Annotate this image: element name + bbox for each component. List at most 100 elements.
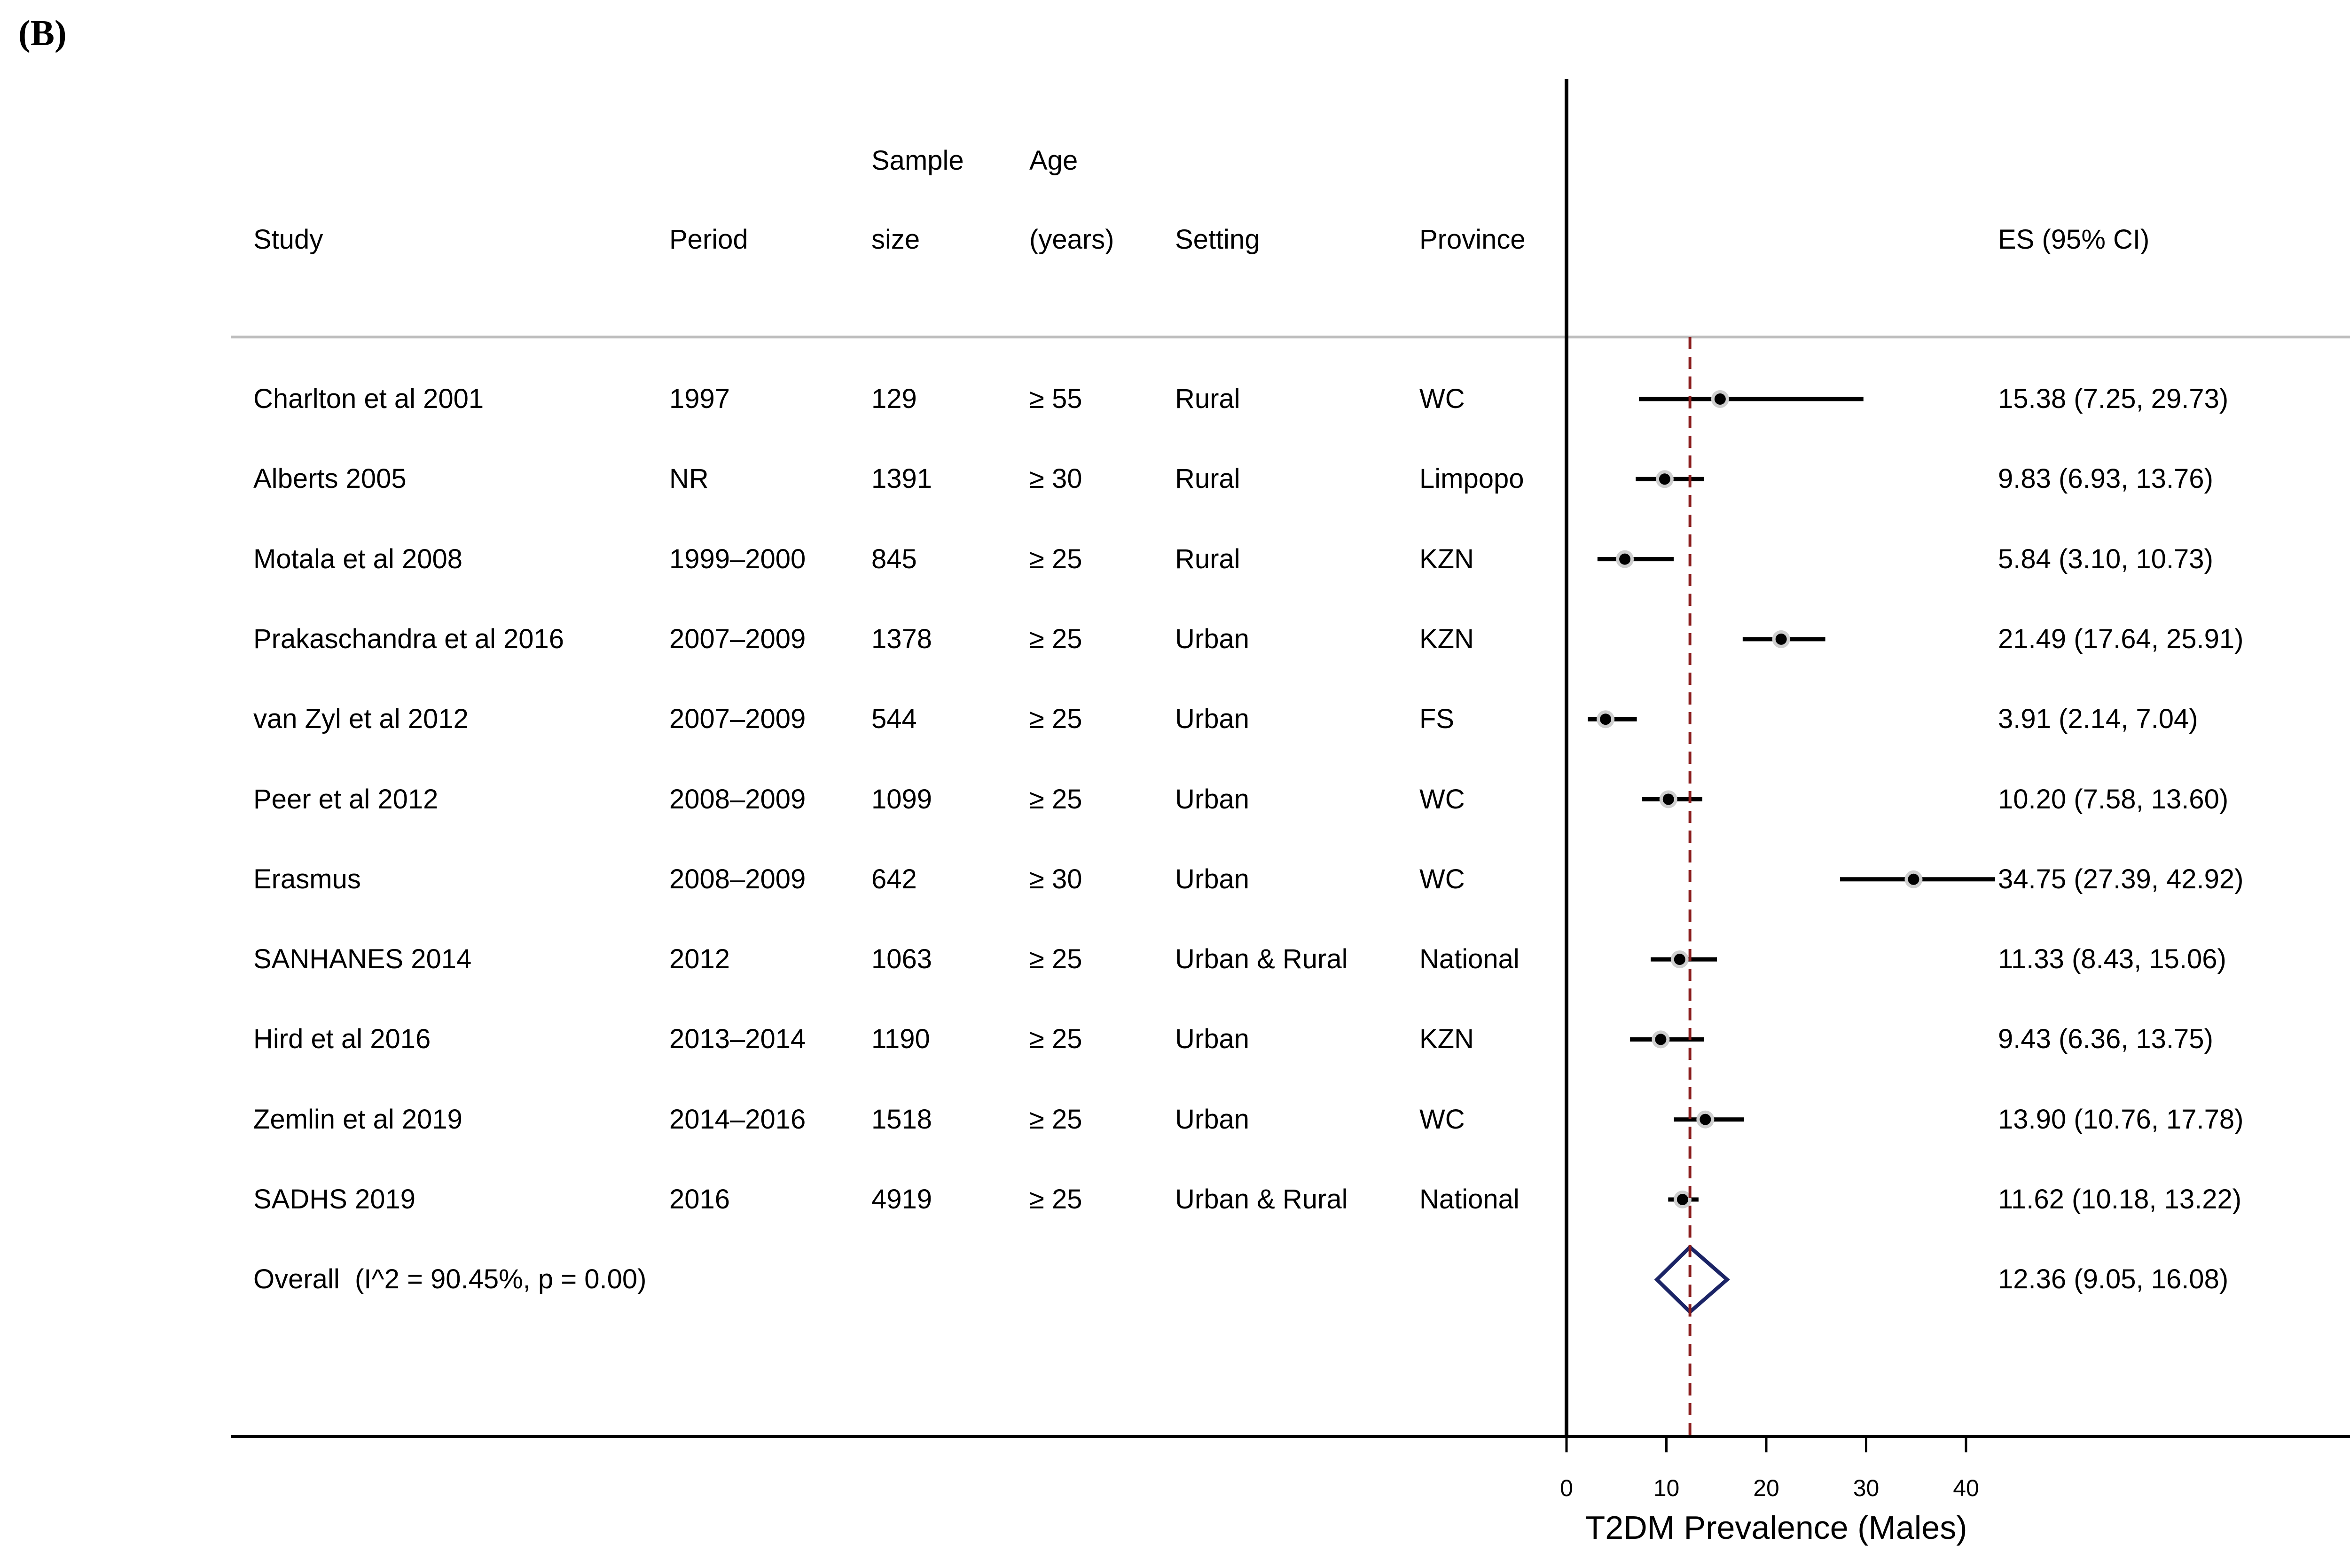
effect-size-label: 3.91 (2.14, 7.04) xyxy=(1998,704,2198,735)
point-estimate xyxy=(1655,1034,1667,1045)
sample-size: 1063 xyxy=(871,944,932,975)
study-period: NR xyxy=(669,463,709,494)
effect-size-label: 11.33 (8.43, 15.06) xyxy=(1998,944,2226,975)
point-estimate xyxy=(1700,1113,1711,1125)
study-province: WC xyxy=(1419,784,1465,815)
study-setting: Urban & Rural xyxy=(1175,944,1348,975)
study-province: KZN xyxy=(1419,623,1474,654)
column-header-province: Province xyxy=(1419,224,1526,255)
sample-size: 642 xyxy=(871,863,917,894)
study-name: Peer et al 2012 xyxy=(253,784,439,815)
point-estimate xyxy=(1775,633,1787,645)
sample-size: 1378 xyxy=(871,623,932,654)
age-range: ≥ 25 xyxy=(1029,1104,1082,1135)
study-period: 2008–2009 xyxy=(669,784,806,815)
study-period: 2008–2009 xyxy=(669,863,806,894)
effect-size-label: 34.75 (27.39, 42.92) xyxy=(1998,863,2244,894)
overall-diamond xyxy=(1654,1244,1730,1315)
sample-size: 544 xyxy=(871,704,917,735)
study-setting: Rural xyxy=(1175,384,1240,414)
study-setting: Rural xyxy=(1175,543,1240,574)
point-estimate xyxy=(1600,713,1612,725)
table-row: Erasmus 2008–2009 642 ≥ 30 Urban WC 34.75 (27.… xyxy=(0,863,2350,896)
overall-effect-size-label: 12.36 (9.05, 16.08) xyxy=(1998,1264,2229,1295)
column-header-sample: Sample xyxy=(871,145,964,176)
sample-size: 1099 xyxy=(871,784,932,815)
age-range: ≥ 30 xyxy=(1029,863,1082,894)
effect-size-label: 5.84 (3.10, 10.73) xyxy=(1998,543,2213,574)
study-province: Limpopo xyxy=(1419,463,1524,494)
sample-size: 1518 xyxy=(871,1104,932,1135)
study-name: Charlton et al 2001 xyxy=(253,384,484,414)
header-row-top: Sample Age xyxy=(0,144,2350,177)
study-name: Zemlin et al 2019 xyxy=(253,1104,462,1135)
study-name: Prakaschandra et al 2016 xyxy=(253,623,564,654)
column-header-es: ES (95% CI) xyxy=(1998,224,2150,255)
study-name: SANHANES 2014 xyxy=(253,944,472,975)
study-province: National xyxy=(1419,1184,1520,1215)
table-row: SANHANES 2014 2012 1063 ≥ 25 Urban & Rural Na… xyxy=(0,943,2350,976)
point-estimate xyxy=(1659,473,1670,485)
overall-row: Overall (I^2 = 90.45%, p = 0.00) 12.36 (9… xyxy=(0,1263,2350,1296)
table-row: Alberts 2005 NR 1391 ≥ 30 Rural Limpopo 9.83 (… xyxy=(0,463,2350,495)
table-row: Charlton et al 2001 1997 129 ≥ 55 Rural WC 15.… xyxy=(0,383,2350,416)
age-range: ≥ 25 xyxy=(1029,623,1082,654)
column-header-age: Age xyxy=(1029,145,1078,176)
study-province: National xyxy=(1419,944,1520,975)
study-province: WC xyxy=(1419,384,1465,414)
column-header-setting: Setting xyxy=(1175,224,1260,255)
study-setting: Urban & Rural xyxy=(1175,1184,1348,1215)
study-setting: Urban xyxy=(1175,1104,1249,1135)
study-setting: Rural xyxy=(1175,463,1240,494)
study-setting: Urban xyxy=(1175,1024,1249,1055)
study-period: 1999–2000 xyxy=(669,543,806,574)
point-estimate xyxy=(1676,1194,1688,1205)
study-province: KZN xyxy=(1419,543,1474,574)
point-estimate xyxy=(1908,873,1919,885)
study-province: FS xyxy=(1419,704,1455,735)
effect-size-label: 9.43 (6.36, 13.75) xyxy=(1998,1024,2213,1055)
sample-size: 4919 xyxy=(871,1184,932,1215)
study-name: Erasmus xyxy=(253,863,361,894)
study-period: 2007–2009 xyxy=(669,704,806,735)
sample-size: 129 xyxy=(871,384,917,414)
effect-size-label: 9.83 (6.93, 13.76) xyxy=(1998,463,2213,494)
study-period: 2016 xyxy=(669,1184,730,1215)
x-tick-label: 0 xyxy=(1560,1475,1573,1501)
x-tick-label: 20 xyxy=(1753,1475,1779,1501)
study-province: WC xyxy=(1419,863,1465,894)
age-range: ≥ 55 xyxy=(1029,384,1082,414)
table-row: SADHS 2019 2016 4919 ≥ 25 Urban & Rural Natio… xyxy=(0,1183,2350,1216)
study-name: Hird et al 2016 xyxy=(253,1024,431,1055)
study-name: Motala et al 2008 xyxy=(253,543,462,574)
study-period: 2014–2016 xyxy=(669,1104,806,1135)
table-row: Hird et al 2016 2013–2014 1190 ≥ 25 Urban KZN… xyxy=(0,1023,2350,1056)
point-estimate xyxy=(1674,954,1685,965)
header-row-bottom: Study Period size (years) Setting Provin… xyxy=(0,223,2350,256)
study-name: Alberts 2005 xyxy=(253,463,407,494)
x-tick-label: 40 xyxy=(1953,1475,1979,1501)
effect-size-label: 13.90 (10.76, 17.78) xyxy=(1998,1104,2244,1135)
age-range: ≥ 30 xyxy=(1029,463,1082,494)
study-setting: Urban xyxy=(1175,704,1249,735)
column-header-size: size xyxy=(871,224,920,255)
study-setting: Urban xyxy=(1175,863,1249,894)
age-range: ≥ 25 xyxy=(1029,784,1082,815)
x-axis-title: T2DM Prevalence (Males) xyxy=(1585,1509,1967,1546)
effect-size-label: 11.62 (10.18, 13.22) xyxy=(1998,1184,2242,1215)
column-header-study: Study xyxy=(253,224,323,255)
age-range: ≥ 25 xyxy=(1029,944,1082,975)
study-period: 2013–2014 xyxy=(669,1024,806,1055)
study-name: van Zyl et al 2012 xyxy=(253,704,469,735)
study-province: WC xyxy=(1419,1104,1465,1135)
age-range: ≥ 25 xyxy=(1029,1024,1082,1055)
study-setting: Urban xyxy=(1175,623,1249,654)
sample-size: 1391 xyxy=(871,463,932,494)
age-range: ≥ 25 xyxy=(1029,1184,1082,1215)
table-row: Motala et al 2008 1999–2000 845 ≥ 25 Rural KZ… xyxy=(0,543,2350,576)
table-row: van Zyl et al 2012 2007–2009 544 ≥ 25 Urban F… xyxy=(0,703,2350,736)
table-row: Peer et al 2012 2008–2009 1099 ≥ 25 Urban WC 1… xyxy=(0,783,2350,816)
point-estimate xyxy=(1714,393,1726,405)
point-estimate xyxy=(1662,793,1674,805)
